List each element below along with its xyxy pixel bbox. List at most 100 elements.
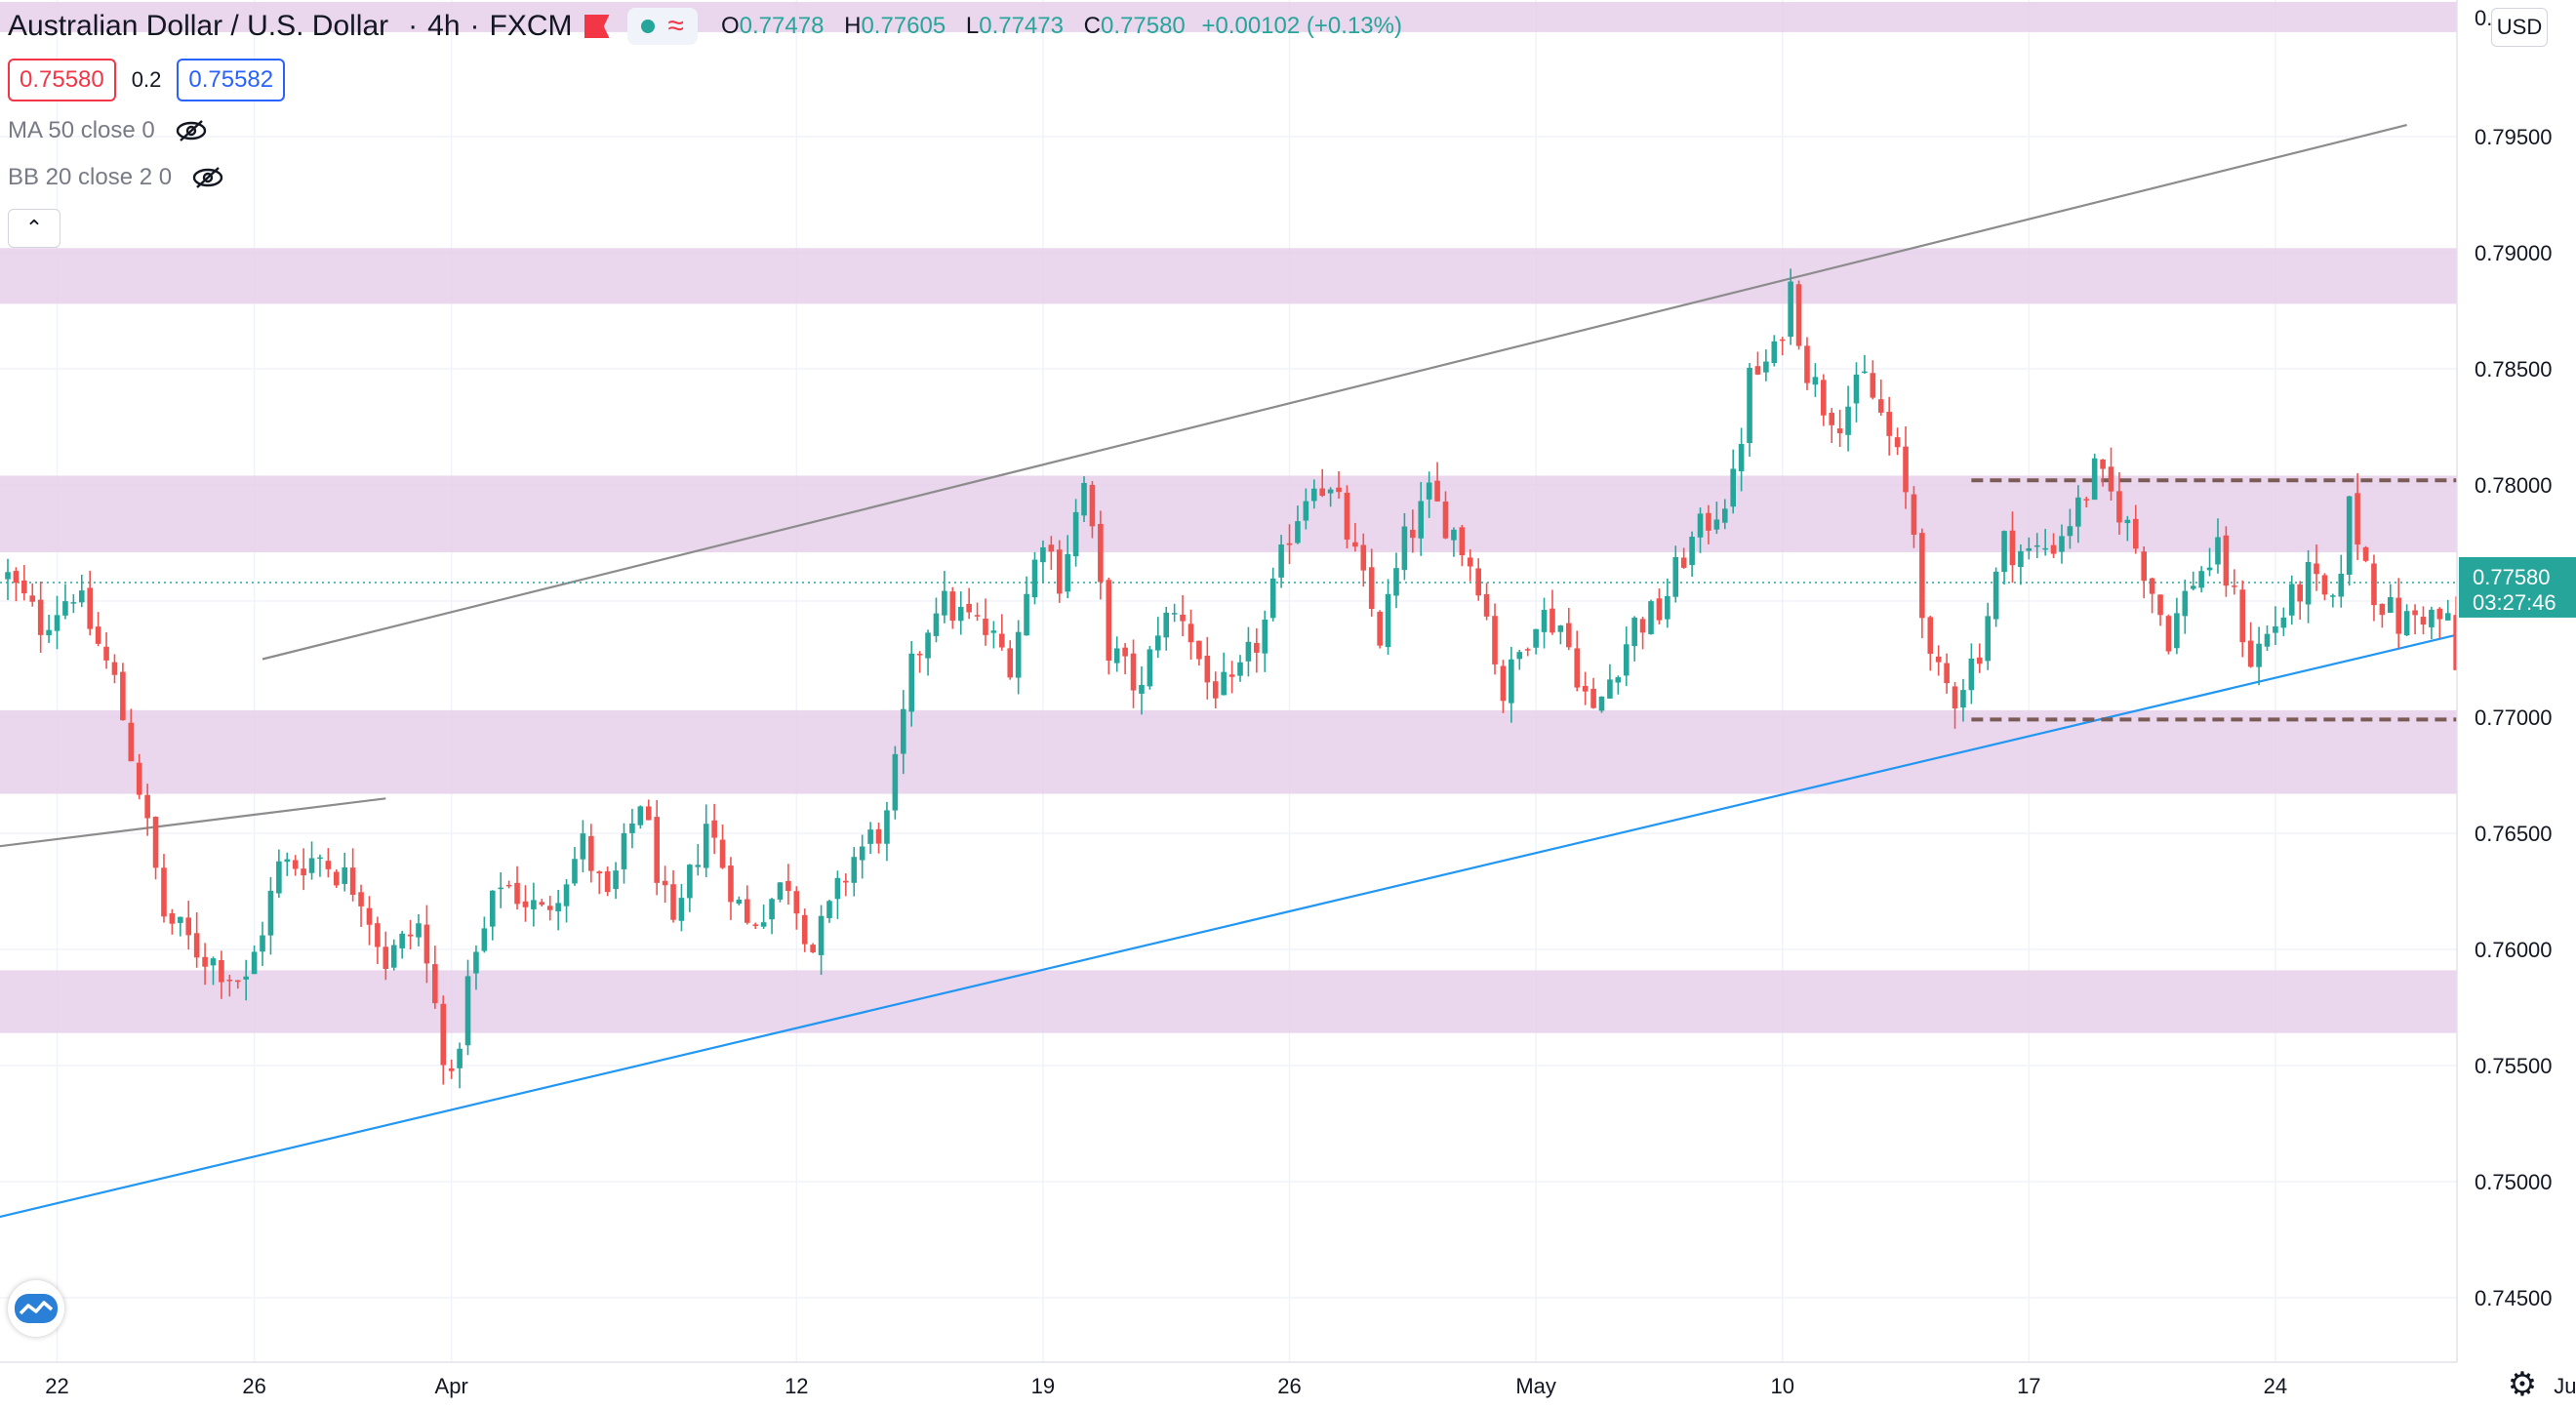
candle-body	[1607, 679, 1613, 699]
price-tick-label: 0.79500	[2475, 125, 2553, 149]
time-tick-label: 26	[242, 1374, 265, 1398]
candle-body	[1122, 647, 1128, 657]
candle-body	[2273, 625, 2278, 633]
candle-body	[867, 829, 873, 844]
candle-body	[111, 662, 118, 675]
candle-body	[2436, 608, 2443, 620]
candle-body	[234, 980, 241, 983]
candle-body	[219, 959, 224, 983]
candle-body	[2042, 547, 2048, 550]
tradingview-logo[interactable]	[8, 1280, 64, 1337]
sell-price-button[interactable]: 0.75580	[8, 59, 116, 101]
candle-body	[769, 899, 775, 920]
indicator-ma[interactable]: MA 50 close 0	[8, 117, 208, 144]
candle-body	[103, 646, 109, 661]
candle-body	[539, 902, 545, 906]
candle-body	[432, 964, 438, 1004]
candle-body	[637, 806, 644, 825]
candle-body	[621, 832, 627, 869]
status-pill[interactable]: ≈	[626, 8, 698, 45]
candle-body	[1656, 598, 1663, 621]
candle-body	[555, 903, 561, 911]
candle-body	[284, 859, 291, 863]
candle-body	[2362, 546, 2369, 561]
candle-body	[1829, 413, 1835, 425]
time-tick-label: 19	[1031, 1374, 1055, 1398]
candle-body	[308, 858, 315, 873]
candle-body	[2132, 518, 2139, 549]
candle-body	[120, 671, 126, 721]
candle-body	[1031, 559, 1038, 598]
candle-body	[1754, 366, 1761, 375]
candle-body	[2157, 594, 2163, 616]
time-tick-label: 10	[1770, 1374, 1793, 1398]
candle-body	[2355, 493, 2360, 544]
candle-body	[703, 824, 709, 868]
candle-body	[70, 602, 77, 604]
candle-body	[1763, 361, 1769, 373]
open-value: 0.77478	[739, 13, 825, 39]
candle-body	[1886, 412, 1892, 436]
candle-body	[473, 951, 479, 974]
candle-body	[2116, 491, 2122, 523]
candle-body	[949, 591, 956, 622]
indicator-bb[interactable]: BB 20 close 2 0	[8, 164, 224, 191]
candle-body	[144, 794, 150, 819]
symbol-name[interactable]: Australian Dollar / U.S. Dollar	[8, 10, 389, 42]
candle-body	[1262, 619, 1268, 654]
settings-gear-icon[interactable]: ⚙	[2507, 1366, 2538, 1403]
candle-body	[161, 867, 167, 917]
candle-body	[349, 867, 356, 896]
candle-body	[416, 923, 422, 938]
flag-icon[interactable]	[584, 15, 610, 38]
candle-body	[276, 861, 282, 894]
candle-body	[2444, 613, 2451, 621]
candle-body	[1821, 380, 1827, 416]
price-tick-label: 0.74500	[2475, 1286, 2553, 1310]
candle-body	[78, 590, 85, 603]
hidden-eye-icon[interactable]	[191, 166, 224, 189]
candle-body	[1204, 656, 1211, 683]
price-tick-label: 0.78500	[2475, 357, 2553, 382]
candle-body	[390, 945, 397, 968]
candle-body	[801, 914, 808, 945]
candle-body	[251, 951, 258, 975]
candle-body	[489, 890, 496, 927]
currency-button[interactable]: USD	[2491, 8, 2548, 47]
candle-body	[2059, 536, 2065, 552]
trade-buttons: 0.75580 0.2 0.75582	[8, 59, 286, 101]
candle-body	[1952, 686, 1958, 709]
candle-body	[2247, 640, 2254, 667]
time-axis: 2226Apr121926May101724Jun7	[0, 1361, 2576, 1409]
candle-body	[21, 580, 27, 594]
price-tick-label: 0.75500	[2475, 1054, 2553, 1078]
candle-body	[2033, 544, 2040, 547]
candle-body	[210, 958, 217, 966]
candle-body	[1697, 513, 1704, 538]
candle-body	[1377, 612, 1383, 646]
candle-body	[2091, 458, 2098, 501]
sr-zone	[0, 970, 2457, 1033]
candle-body	[46, 629, 52, 636]
hidden-eye-icon[interactable]	[175, 119, 208, 142]
collapse-legend-button[interactable]: ⌃	[8, 209, 60, 248]
trendlines	[0, 124, 2576, 1219]
candle-body	[1310, 488, 1317, 502]
candle-body	[1738, 444, 1745, 471]
high-label: H	[844, 13, 862, 39]
chevron-up-icon: ⌃	[24, 216, 44, 240]
interval-label[interactable]: 4h	[427, 10, 461, 42]
candle-body	[662, 880, 668, 886]
candle-body	[745, 899, 750, 923]
candle-body	[596, 871, 603, 874]
candle-body	[760, 922, 767, 927]
candle-body	[1401, 526, 1408, 571]
candle-body	[2100, 459, 2106, 469]
candle-body	[654, 817, 660, 883]
candle-body	[2108, 466, 2114, 492]
buy-price-button[interactable]: 0.75582	[177, 59, 286, 101]
time-tick-label: 24	[2264, 1374, 2287, 1398]
candle-body	[908, 653, 914, 712]
candle-body	[670, 884, 676, 920]
